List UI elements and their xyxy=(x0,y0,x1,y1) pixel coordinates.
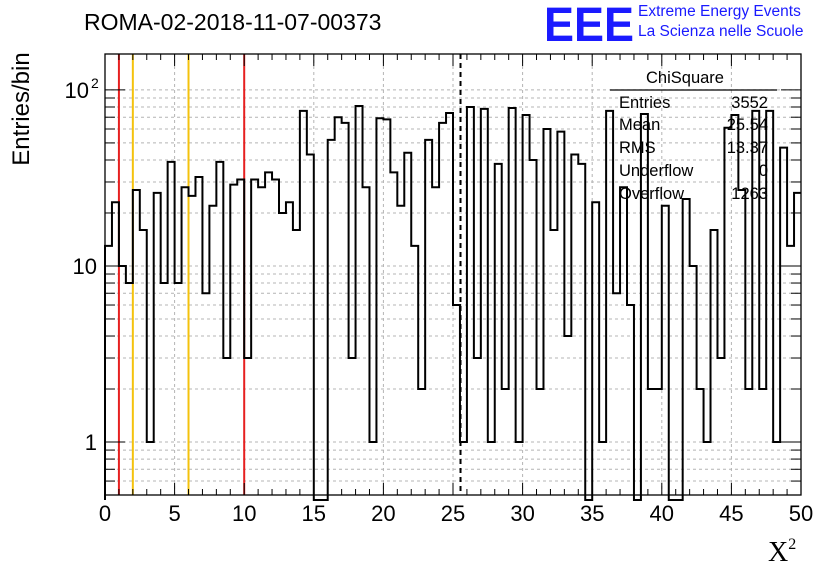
eee-logo-text: EEE xyxy=(544,1,634,45)
x-tick-label: 20 xyxy=(371,501,395,526)
x-tick-label: 35 xyxy=(580,501,604,526)
stats-value-entries: 3552 xyxy=(731,94,768,112)
y-tick-label: 1 xyxy=(85,430,97,455)
x-tick-label: 40 xyxy=(650,501,674,526)
eee-logo: EEE xyxy=(544,1,634,45)
x-axis-label-text: X xyxy=(768,537,789,568)
x-axis-label: X2 xyxy=(768,536,796,569)
stats-value-mean: 25.54 xyxy=(726,116,768,134)
stats-label-overflow: Overflow xyxy=(619,185,685,203)
reference-lines xyxy=(117,54,462,495)
stats-title: ChiSquare xyxy=(646,69,724,87)
x-axis-label-sup: 2 xyxy=(788,536,797,553)
logo-line-2: La Scienza nelle Scuole xyxy=(638,23,804,40)
stats-value-rms: 13.37 xyxy=(726,139,768,157)
x-tick-label: 15 xyxy=(302,501,326,526)
x-tick-label: 50 xyxy=(789,501,813,526)
stats-label-mean: Mean xyxy=(619,116,661,134)
logo-line-1: Extreme Energy Events xyxy=(638,3,801,20)
stats-label-rms: RMS xyxy=(619,139,656,157)
y-tick-label: 10 xyxy=(65,78,89,103)
x-tick-label: 25 xyxy=(441,501,465,526)
stats-label-entries: Entries xyxy=(619,94,671,112)
run-title: ROMA-02-2018-11-07-00373 xyxy=(84,9,382,35)
x-tick-label: 5 xyxy=(168,501,180,526)
y-tick-label: 10 xyxy=(73,254,97,279)
x-tick-label: 30 xyxy=(510,501,534,526)
x-tick-label: 0 xyxy=(99,501,111,526)
y-axis-label: Entries/bin xyxy=(8,52,35,166)
x-tick-label: 10 xyxy=(232,501,256,526)
x-tick-labels: 0 5 10 15 20 25 30 35 40 45 50 xyxy=(99,501,813,526)
x-tick-label: 45 xyxy=(719,501,743,526)
histogram-series xyxy=(104,105,801,501)
stats-value-overflow: 1263 xyxy=(731,185,768,203)
axis-ticks xyxy=(104,54,802,496)
stats-label-underflow: Underflow xyxy=(619,162,694,180)
stats-value-underflow: 0 xyxy=(758,162,768,180)
y-tick-label-exponent: 2 xyxy=(91,75,99,91)
